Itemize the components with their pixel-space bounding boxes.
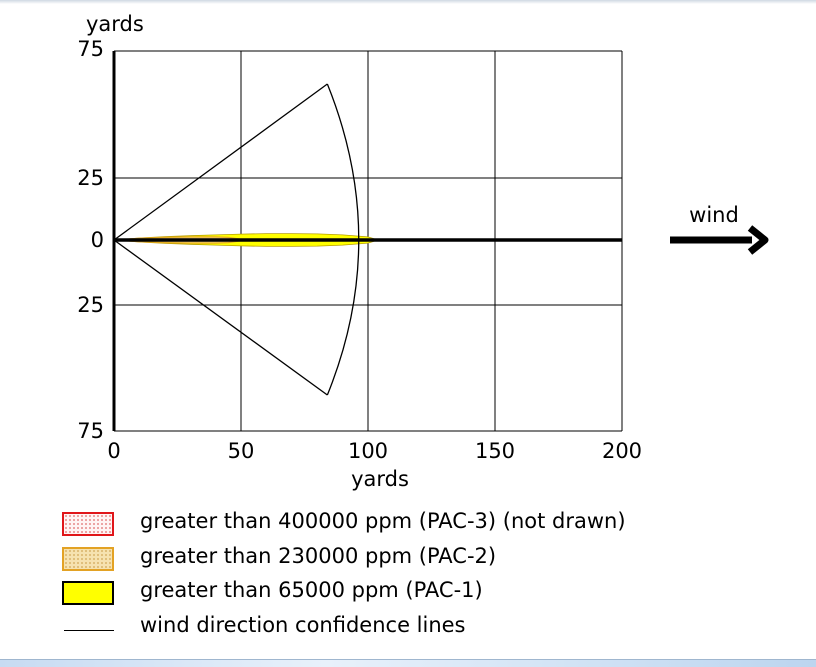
confidence-line-swatch (64, 629, 114, 631)
x-axis-title: yards (351, 467, 409, 491)
y-axis-title: yards (86, 12, 144, 36)
threat-zone-plot: yards yards wind 0 50 100 150 200 75 25 0 25 75 (77, 12, 769, 491)
confidence-line-lower (113, 239, 328, 396)
x-tick-label: 200 (602, 439, 642, 463)
legend-label-pac2: greater than 230000 ppm (PAC-2) (140, 543, 497, 568)
x-tick-label: 100 (348, 439, 388, 463)
window-bottom-edge (0, 659, 816, 667)
y-tick-label: 25 (77, 293, 104, 317)
window-top-edge (0, 0, 816, 4)
legend-label-confidence-lines: wind direction confidence lines (140, 612, 466, 637)
y-tick-label: 75 (77, 419, 104, 443)
axes (112, 51, 622, 431)
y-tick-label: 25 (77, 166, 104, 190)
axis-labels: yards yards wind 0 50 100 150 200 75 25 0 25 75 (77, 12, 739, 491)
x-tick-label: 150 (475, 439, 515, 463)
pac3-swatch (62, 512, 114, 536)
y-tick-label: 75 (77, 37, 104, 61)
legend-label-pac3: greater than 400000 ppm (PAC-3) (not dra… (140, 509, 626, 533)
legend-label-pac1: greater than 65000 ppm (PAC-1) (140, 578, 483, 602)
wind-label: wind (689, 203, 739, 227)
x-tick-label: 0 (107, 439, 120, 463)
pac1-swatch (62, 581, 114, 605)
wind-arrow-icon (670, 225, 769, 255)
pac2-swatch (62, 546, 114, 571)
x-tick-label: 50 (228, 439, 255, 463)
y-tick-label: 0 (91, 228, 104, 252)
confidence-line-upper (113, 83, 328, 241)
